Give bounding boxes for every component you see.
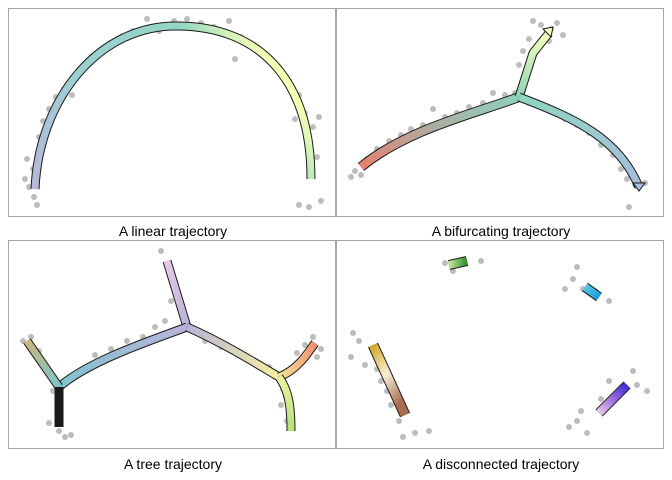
linear-trajectory-plot [22,16,324,210]
bifurcating-trajectory-plot [348,18,648,210]
trajectory-edge [31,22,315,190]
disconnected-trajectory-plot [348,256,650,440]
caption-linear-trajectory: A linear trajectory [118,223,228,239]
tree-trajectory-plot [20,248,324,440]
caption-disconnected-trajectory: A disconnected trajectory [422,456,580,472]
trajectory-edges [357,26,646,192]
caption-bifurcating-trajectory: A bifurcating trajectory [431,223,571,239]
caption-tree-trajectory: A tree trajectory [123,456,223,472]
panel-linear-trajectory [8,8,336,217]
trajectory-edges [23,259,319,432]
panel-tree-trajectory [8,240,336,449]
cells [22,16,324,210]
panel-disconnected-trajectory [336,240,664,449]
trajectory-segments [367,256,631,418]
panel-bifurcating-trajectory [336,8,664,217]
trajectory-edge-outline [30,21,316,190]
cells [348,18,648,210]
